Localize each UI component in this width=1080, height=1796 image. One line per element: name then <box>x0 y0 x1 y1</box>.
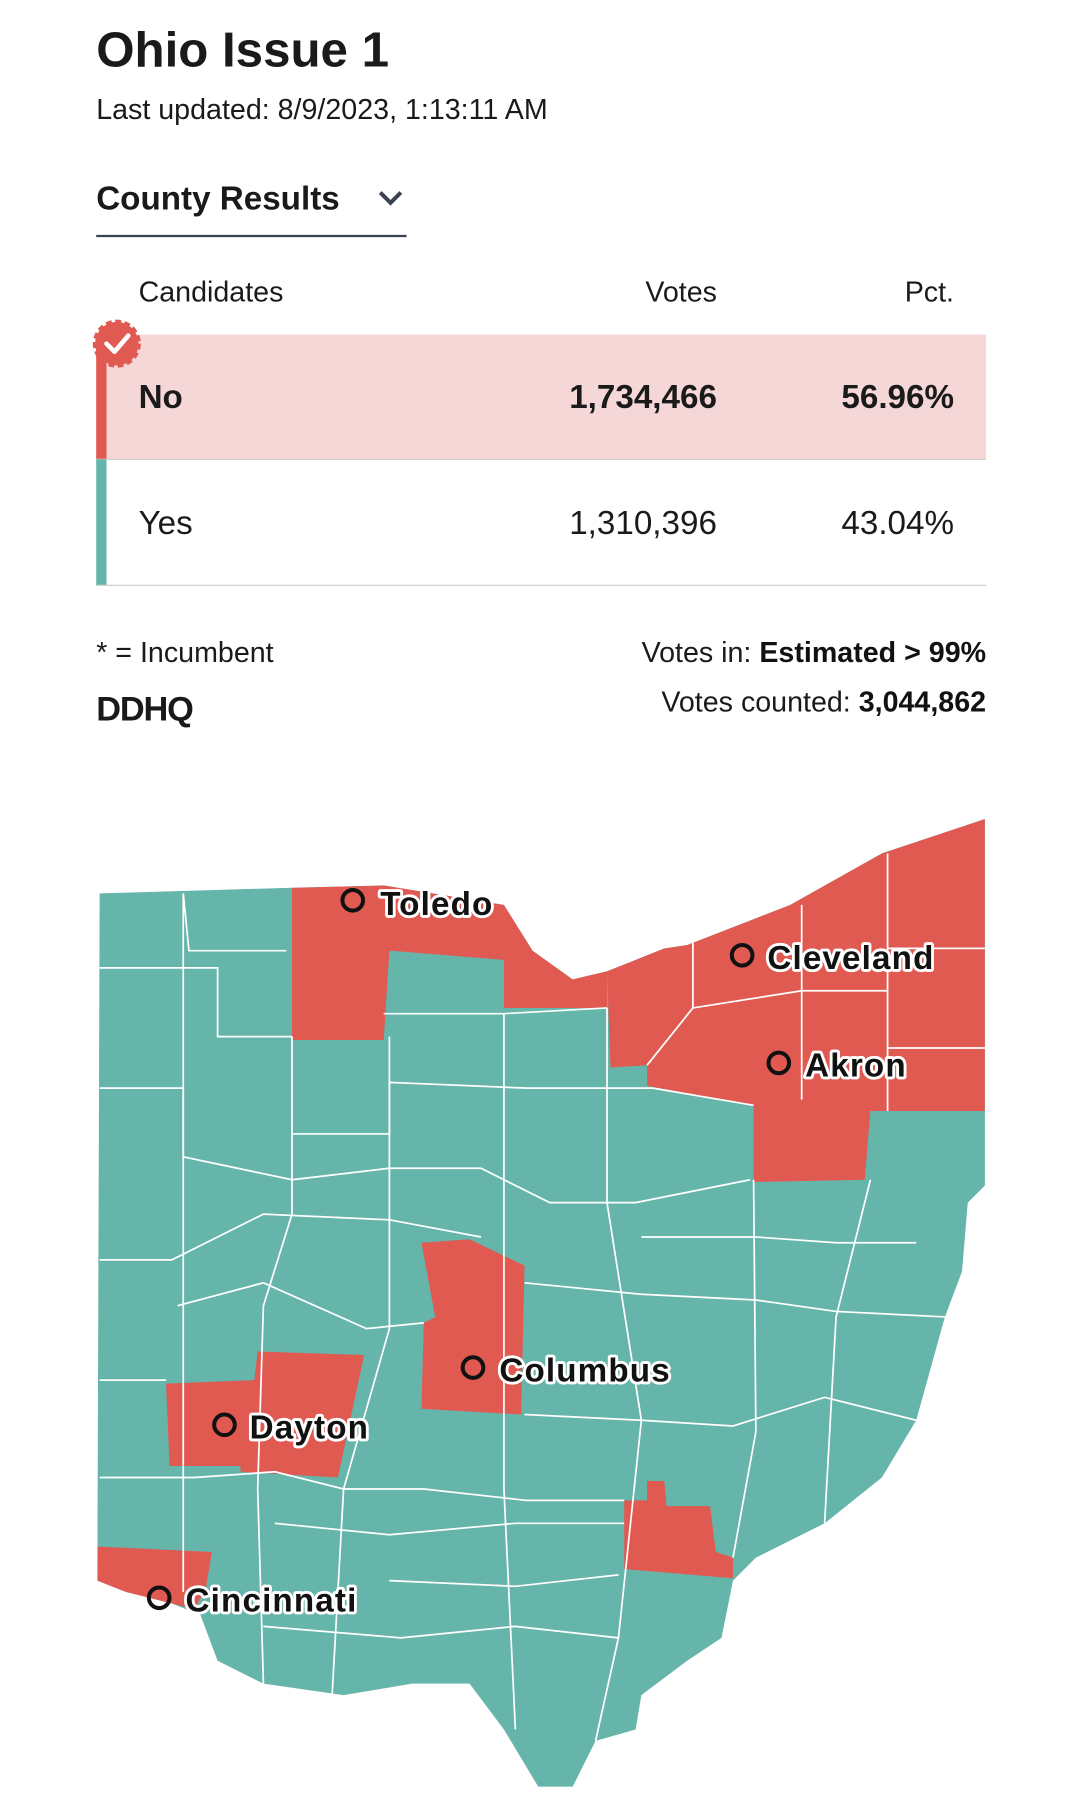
votes-in-label: Votes in: <box>642 637 752 669</box>
row-color-bar <box>96 459 107 586</box>
city-marker <box>340 887 366 913</box>
red-counties <box>97 818 985 1610</box>
votes-counted-value: 3,044,862 <box>859 686 986 718</box>
county-dropdown[interactable]: County Results <box>96 181 407 238</box>
city-label: Columbus <box>499 1352 670 1389</box>
pct: 43.04% <box>841 505 954 542</box>
column-header: Votes <box>645 276 717 308</box>
votes: 1,734,466 <box>569 379 717 416</box>
candidate: No <box>139 379 183 416</box>
incumbent-note: * = Incumbent <box>96 637 273 669</box>
votes-in: Votes in: Estimated > 99% <box>642 637 987 669</box>
votes: 1,310,396 <box>569 505 717 542</box>
city-label: Dayton <box>250 1410 369 1447</box>
logo: DDHQ <box>96 690 193 728</box>
city-label: Cleveland <box>767 940 934 977</box>
votes-counted: Votes counted: 3,044,862 <box>661 686 986 718</box>
row-color-bar <box>96 334 107 460</box>
column-header: Candidates <box>139 276 284 308</box>
city-marker <box>460 1355 486 1380</box>
city-marker <box>146 1585 172 1611</box>
city-label: Toledo <box>380 886 493 923</box>
votes-in-value: Estimated > 99% <box>759 637 986 669</box>
city-marker <box>212 1412 237 1438</box>
column-header: Pct. <box>905 276 954 308</box>
county-borders <box>99 853 985 1742</box>
county-map: Toledo Cleveland Akron Columbus Dayton C… <box>97 818 985 1787</box>
city-marker <box>766 1050 792 1076</box>
last-updated: Last updated: 8/9/2023, 1:13:11 AM <box>96 94 547 126</box>
city-marker <box>729 942 755 968</box>
row-background <box>96 334 987 460</box>
winner-badge <box>92 319 141 368</box>
title: Ohio Issue 1 <box>96 23 389 78</box>
city-label: Akron <box>805 1048 907 1085</box>
results-table: Candidates Votes Pct. No 1,734,466 56.96… <box>92 276 987 586</box>
candidate: Yes <box>139 505 193 542</box>
votes-counted-label: Votes counted: <box>661 686 850 718</box>
pct: 56.96% <box>841 379 954 416</box>
city-markers: Toledo Cleveland Akron Columbus Dayton C… <box>146 883 936 1622</box>
city-label: Cincinnati <box>186 1583 358 1620</box>
dropdown-label[interactable]: County Results <box>96 181 340 218</box>
chevron[interactable] <box>378 191 403 206</box>
